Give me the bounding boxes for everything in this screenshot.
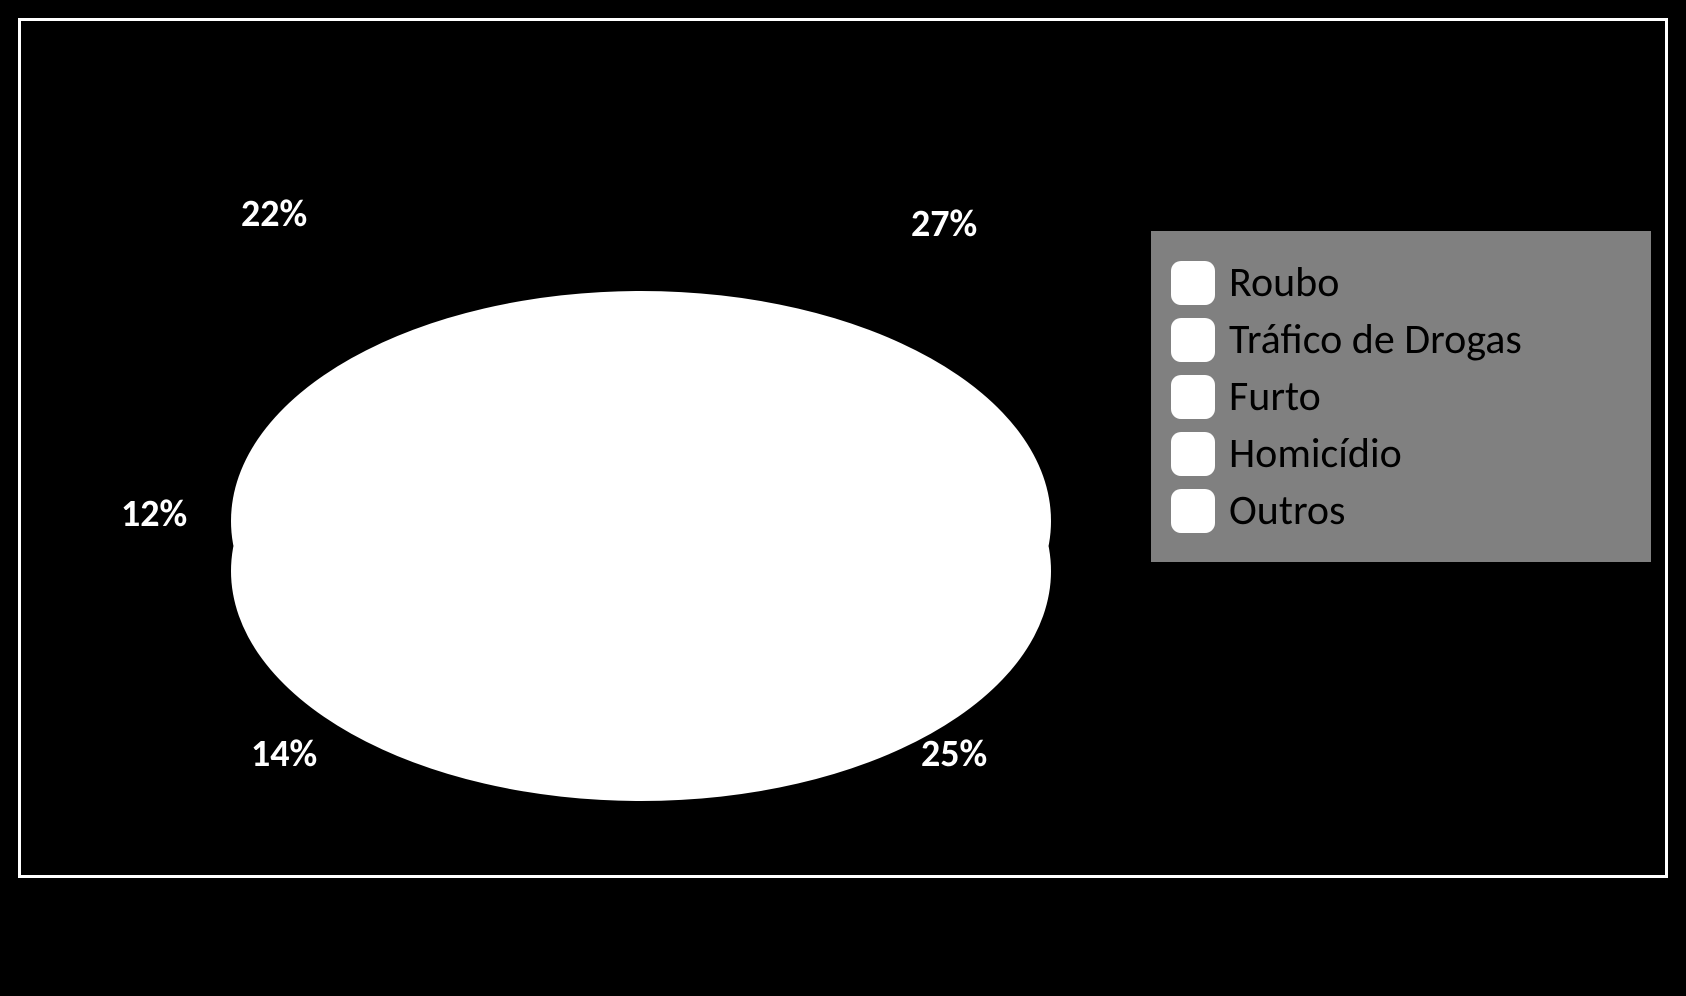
data-label-furto: 14% — [251, 731, 317, 777]
legend-label: Homicídio — [1229, 428, 1402, 479]
legend: Roubo Tráfico de Drogas Furto Homicídio … — [1151, 231, 1651, 562]
data-label-trafico: 25% — [921, 731, 987, 777]
legend-item-homicidio: Homicídio — [1171, 428, 1625, 479]
legend-item-roubo: Roubo — [1171, 257, 1625, 308]
legend-label: Tráfico de Drogas — [1229, 314, 1522, 365]
legend-item-outros: Outros — [1171, 485, 1625, 536]
legend-label: Furto — [1229, 371, 1321, 422]
pie-body — [231, 291, 1051, 751]
data-label-roubo: 27% — [911, 201, 977, 247]
legend-swatch — [1171, 375, 1215, 419]
legend-swatch — [1171, 261, 1215, 305]
legend-swatch — [1171, 489, 1215, 533]
pie-chart: 27% 25% 14% 12% 22% — [81, 91, 1081, 791]
legend-swatch — [1171, 318, 1215, 362]
legend-label: Roubo — [1229, 257, 1339, 308]
chart-frame: 27% 25% 14% 12% 22% Roubo Tráfico de Dro… — [18, 18, 1668, 878]
pie-top — [231, 291, 1051, 751]
legend-label: Outros — [1229, 485, 1345, 536]
data-label-outros: 22% — [241, 191, 307, 237]
legend-item-furto: Furto — [1171, 371, 1625, 422]
legend-item-trafico: Tráfico de Drogas — [1171, 314, 1625, 365]
legend-swatch — [1171, 432, 1215, 476]
data-label-homic: 12% — [121, 491, 187, 537]
